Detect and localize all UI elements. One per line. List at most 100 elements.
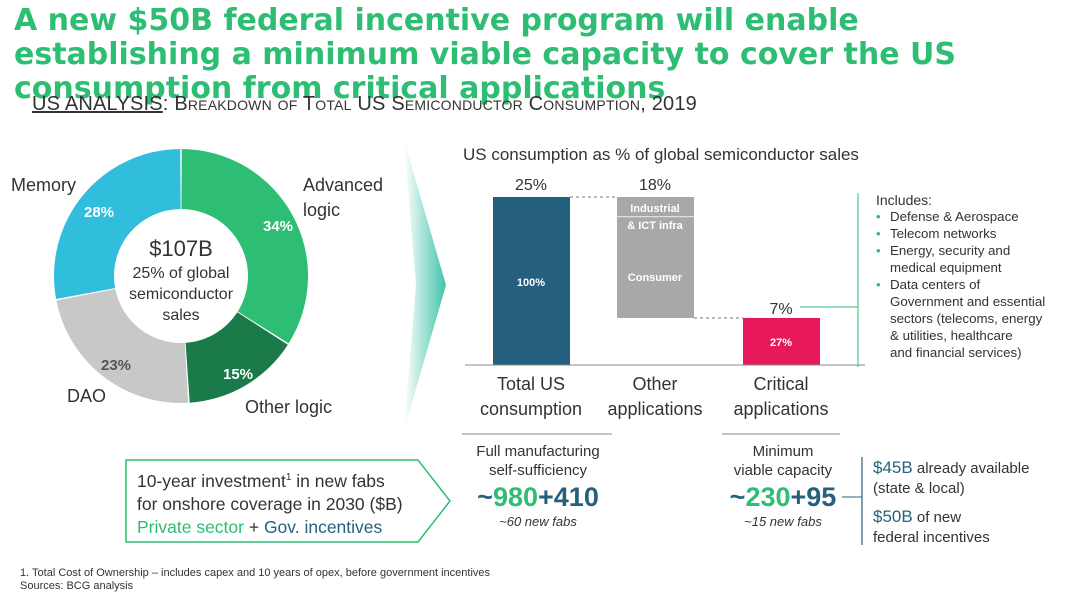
donut-slice-memory [54, 149, 181, 300]
incentive-federal-amount: $50B [873, 507, 913, 526]
self-sufficiency-values: ~980+410 [462, 480, 614, 514]
minimum-capacity-values: ~230+95 [712, 480, 854, 514]
footnote-1: 1. Total Cost of Ownership – includes ca… [20, 567, 491, 579]
segment-label-total: 100% [517, 277, 545, 289]
includes-panel: Includes: Defense & Aerospace Telecom ne… [876, 192, 1081, 361]
self-sufficiency-fabs: ~60 new fabs [499, 514, 577, 529]
investment-line1-text: 10-year investment [137, 470, 286, 491]
donut-slice-dao [56, 288, 189, 403]
bar-2-segment-2 [617, 217, 694, 318]
subtitle-prefix: US ANALYSIS [32, 93, 163, 115]
self-sufficiency-block: Full manufacturing self-sufficiency ~980… [462, 442, 614, 530]
includes-item-text: Energy, security and [890, 243, 1011, 258]
slice-name-memory: Memory [11, 175, 76, 195]
bar-3-segment-1 [743, 317, 820, 365]
investment-box-shape [125, 459, 451, 543]
bar-1-segment-1 [493, 197, 570, 365]
segment-label-industrial-2: & ICT infra [627, 220, 683, 232]
incentive-federal: $50B of new [873, 507, 1083, 528]
includes-item-text: and financial services) [890, 345, 1022, 360]
includes-item-text: sectors (telecoms, energy [890, 311, 1043, 326]
incentive-federal-text2: federal incentives [873, 529, 990, 546]
incentive-federal-text1: of new [912, 509, 962, 526]
subtitle-separator: : [162, 93, 169, 115]
segment-label-consumer: Consumer [628, 272, 683, 284]
waterfall-bars [493, 196, 820, 365]
donut-center-line3: sales [162, 307, 199, 324]
subtitle-text: Breakdown of Total US Semiconductor Cons… [174, 93, 697, 115]
category-label-3b: applications [733, 399, 828, 419]
includes-title: Includes: [876, 192, 933, 208]
legend-plus: + [243, 516, 264, 537]
donut-chart: $107B 25% of global semiconductor sales … [11, 149, 383, 417]
slice-value-other-logic: 15% [223, 366, 253, 383]
category-label-2b: applications [607, 399, 702, 419]
includes-list: Defense & Aerospace Telecom networks Ene… [876, 208, 1081, 361]
self-sufficiency-private: 980 [492, 482, 538, 512]
investment-line1-post: in new fabs [291, 470, 385, 491]
minimum-capacity-block: Minimum viable capacity ~230+95 ~15 new … [712, 442, 854, 530]
minimum-capacity-gov: 95 [806, 482, 837, 512]
incentive-state-text1: already available [912, 460, 1030, 477]
slice-value-memory: 28% [84, 204, 114, 221]
waterfall-chart: US consumption as % of global semiconduc… [463, 145, 865, 419]
self-sufficiency-line1: Full manufacturing [476, 443, 600, 460]
self-sufficiency-gov: 410 [553, 482, 599, 512]
footnotes: 1. Total Cost of Ownership – includes ca… [20, 567, 720, 593]
category-label-2a: Other [632, 374, 677, 394]
incentive-state-text2: (state & local) [873, 480, 965, 497]
slice-name-dao: DAO [67, 386, 106, 406]
segment-label-critical: 27% [770, 337, 792, 349]
page-subtitle: US ANALYSIS: Breakdown of Total US Semic… [32, 93, 697, 116]
tilde: ~ [729, 482, 746, 512]
legend-gov-incentives: Gov. incentives [263, 516, 383, 537]
category-label-1b: consumption [480, 399, 582, 419]
chevron-arrow-icon [404, 140, 446, 430]
slice-name-advanced-logic-2: logic [303, 200, 340, 220]
donut-center-line2: semiconductor [129, 286, 234, 303]
includes-item-text: Government and essential [890, 294, 1046, 309]
includes-item-text: Telecom networks [890, 226, 997, 241]
investment-line1: 10-year investment1 in new fabs [137, 466, 427, 493]
investment-box: 10-year investment1 in new fabs for onsh… [137, 466, 427, 539]
includes-item-defense: Defense & Aerospace [876, 208, 1081, 225]
investment-line3: Private sector + Gov. incentives [137, 516, 427, 539]
plus-sign: + [538, 482, 554, 512]
plus-sign: + [790, 482, 807, 512]
donut-center-value: $107B [149, 236, 213, 261]
bar-total-label-2: 18% [639, 177, 671, 194]
slice-name-other-logic: Other logic [245, 397, 332, 417]
segment-label-industrial-1: Industrial [630, 203, 680, 215]
slice-value-dao: 23% [101, 357, 131, 374]
page-title: A new $50B federal incentive program wil… [14, 3, 956, 106]
category-label-1a: Total US [497, 374, 565, 394]
includes-item-telecom: Telecom networks [876, 225, 1081, 242]
investment-line2: for onshore coverage in 2030 ($B) [137, 493, 403, 514]
footnote-marker: 1 [285, 472, 292, 483]
minimum-capacity-line2: viable capacity [733, 462, 833, 479]
includes-item-text: medical equipment [890, 260, 1002, 275]
incentives-block: $45B already available (state & local) $… [873, 458, 1083, 548]
self-sufficiency-line2: self-sufficiency [488, 462, 588, 479]
bar-2-segment-1 [617, 197, 694, 218]
waterfall-title: US consumption as % of global semiconduc… [463, 145, 859, 164]
incentive-state-amount: $45B [873, 458, 913, 477]
donut-center-line1: 25% of global [133, 265, 230, 282]
includes-item-data-centers: Data centers of Government and essential s… [876, 276, 1081, 361]
slice-name-advanced-logic-1: Advanced [303, 175, 383, 195]
donut-slice-other-logic [185, 312, 288, 403]
minimum-capacity-fabs: ~15 new fabs [744, 514, 822, 529]
slice-value-advanced-logic: 34% [263, 218, 293, 235]
donut-slices [54, 149, 309, 403]
minimum-capacity-line1: Minimum [752, 443, 814, 460]
donut-slice-advanced-logic [181, 149, 309, 344]
legend-private-sector: Private sector [137, 516, 244, 537]
includes-item-text: & utilities, healthcare [890, 328, 1013, 343]
includes-item-text: Data centers of [890, 277, 981, 292]
footnote-sources: Sources: BCG analysis [20, 580, 134, 592]
tilde: ~ [477, 482, 493, 512]
includes-item-text: Defense & Aerospace [890, 209, 1019, 224]
includes-item-energy: Energy, security and medical equipment [876, 242, 1081, 276]
minimum-capacity-private: 230 [745, 482, 791, 512]
